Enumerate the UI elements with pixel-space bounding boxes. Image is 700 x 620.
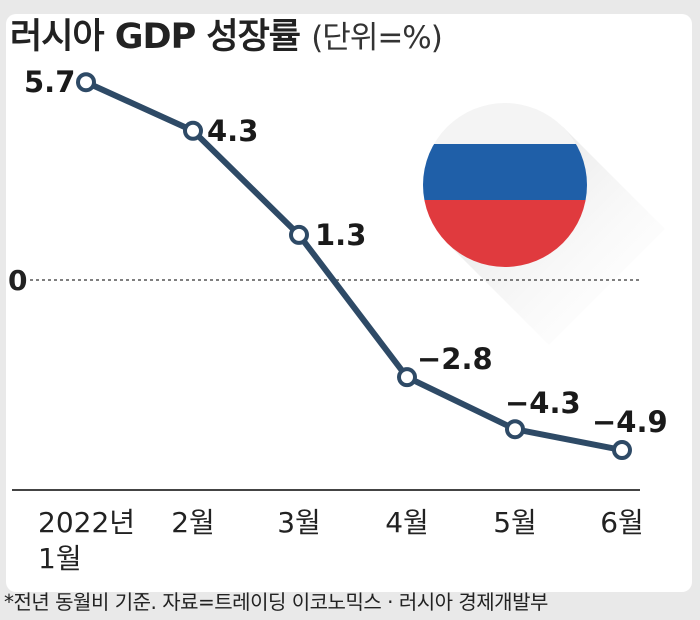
x-tick-label: 1월 bbox=[38, 542, 82, 575]
data-label: −4.3 bbox=[505, 386, 581, 420]
data-label: 1.3 bbox=[315, 218, 366, 252]
footnote: *전년 동월비 기준. 자료=트레이딩 이코노믹스 · 러시아 경제개발부 bbox=[4, 590, 548, 614]
russia-flag-icon bbox=[423, 103, 665, 345]
data-point bbox=[289, 224, 309, 245]
chart-unit: (단위=%) bbox=[311, 20, 443, 56]
x-tick-label: 3월 bbox=[277, 506, 321, 539]
data-point bbox=[397, 367, 417, 388]
x-tick-label: 6월 bbox=[600, 506, 644, 539]
data-label: −4.9 bbox=[592, 405, 668, 439]
data-label: −2.8 bbox=[417, 342, 493, 376]
x-tick-label: 2월 bbox=[171, 506, 215, 539]
chart-title: 러시아 GDP 성장률 (단위=%) bbox=[10, 8, 443, 59]
x-tick-label: 2022년 bbox=[38, 506, 135, 539]
x-tick-label: 4월 bbox=[385, 506, 429, 539]
data-label: 5.7 bbox=[24, 65, 75, 99]
data-point bbox=[76, 72, 96, 93]
data-point bbox=[183, 120, 203, 141]
x-tick-label: 5월 bbox=[493, 506, 537, 539]
data-label: 4.3 bbox=[207, 114, 258, 148]
series-line bbox=[84, 79, 623, 453]
chart-title-text: 러시아 GDP 성장률 bbox=[10, 17, 301, 57]
y-tick-label-0: 0 bbox=[8, 264, 27, 297]
data-point bbox=[505, 419, 525, 440]
data-point bbox=[612, 440, 632, 461]
